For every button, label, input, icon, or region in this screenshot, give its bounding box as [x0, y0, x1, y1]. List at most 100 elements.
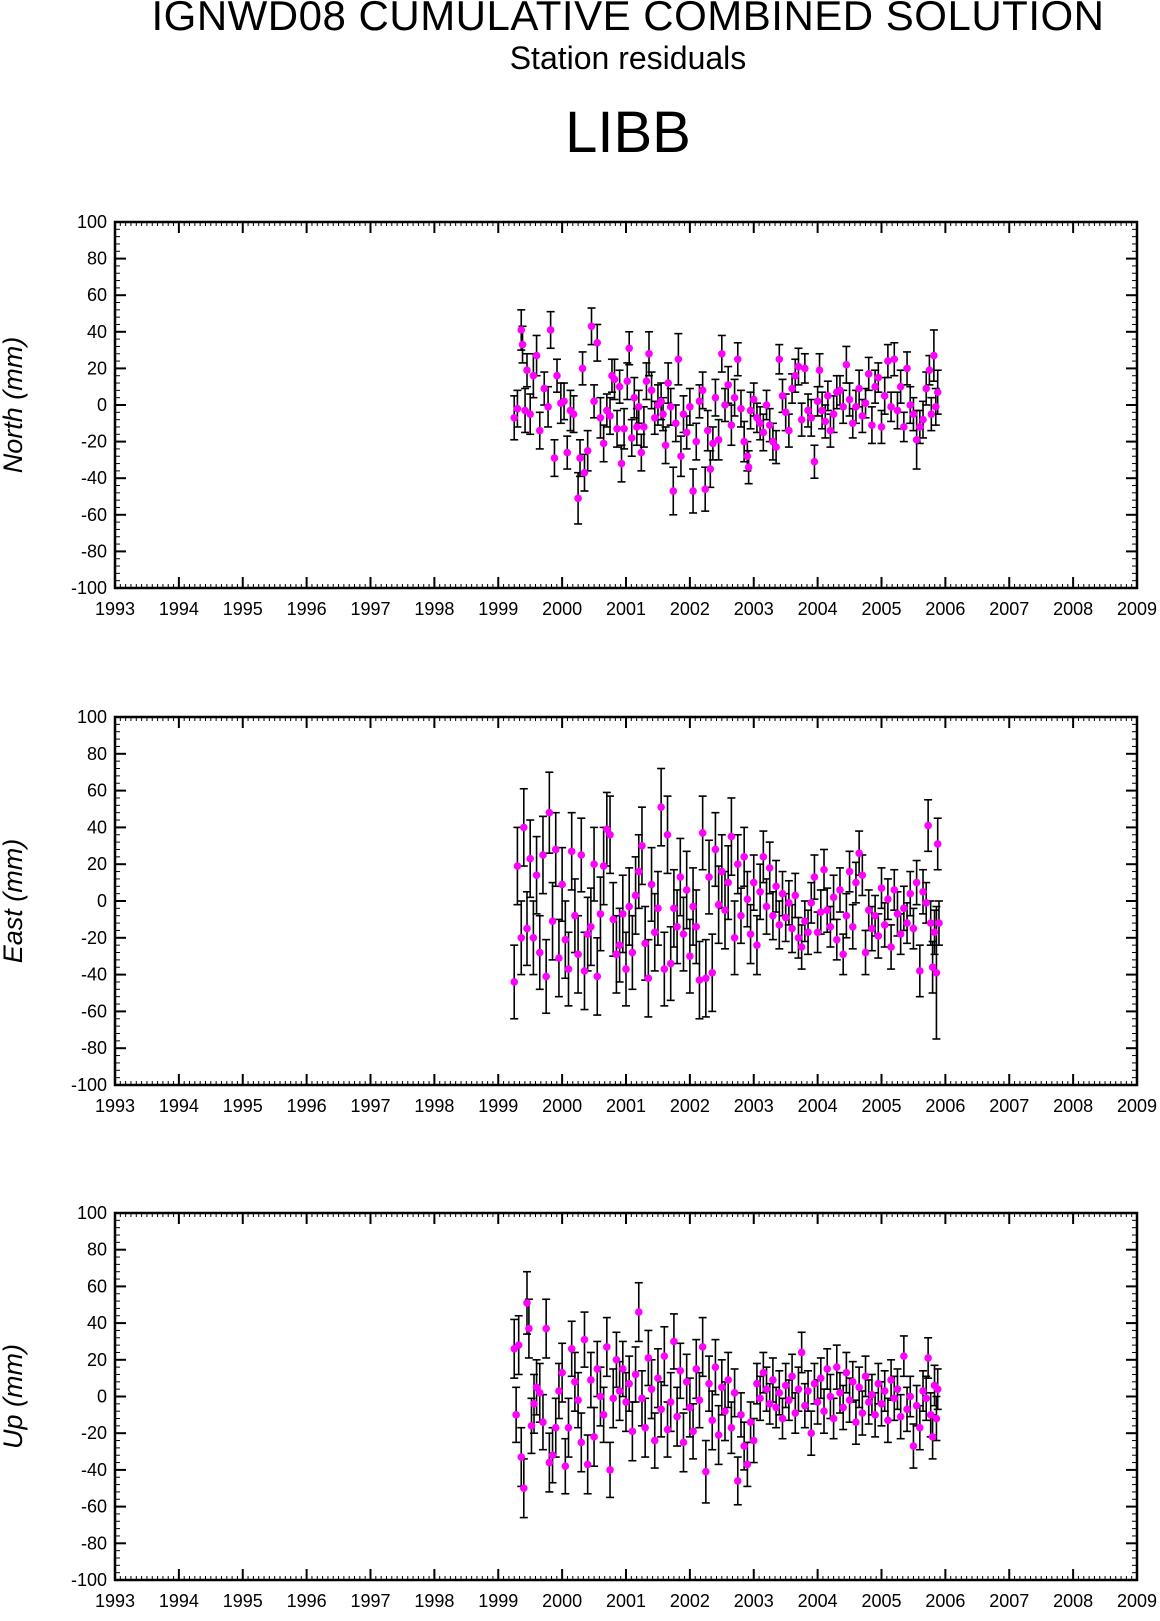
data-point	[510, 978, 519, 986]
data-point	[724, 381, 732, 389]
data-point	[797, 943, 806, 951]
y-tick-label: -40	[81, 1460, 107, 1480]
data-point	[546, 326, 555, 334]
data-point	[778, 889, 787, 898]
data-point	[599, 439, 608, 448]
data-point	[647, 880, 656, 889]
data-point	[551, 1423, 560, 1432]
x-tick-label: 2004	[798, 1096, 838, 1116]
y-tick-label: 40	[87, 817, 107, 837]
data-point	[848, 419, 857, 428]
y-tick-label: 40	[87, 322, 107, 342]
data-point	[545, 808, 554, 817]
data-point	[571, 1378, 579, 1386]
data-point	[641, 939, 649, 948]
data-point	[527, 1422, 536, 1430]
data-point	[612, 950, 621, 959]
data-point	[599, 862, 608, 870]
data-point	[743, 1460, 752, 1469]
data-point	[642, 377, 651, 386]
data-point	[548, 917, 557, 926]
data-point	[919, 1387, 927, 1395]
data-point	[877, 423, 886, 431]
data-point	[813, 397, 822, 406]
data-point	[810, 873, 819, 881]
data-point	[730, 1389, 739, 1397]
data-point	[794, 1385, 803, 1393]
data-point	[769, 437, 777, 446]
data-point	[778, 1414, 787, 1423]
data-point	[871, 1411, 879, 1419]
data-point	[674, 355, 683, 364]
data-point	[587, 922, 595, 931]
data-point	[558, 1368, 566, 1377]
x-tick-label: 1993	[95, 1591, 135, 1611]
data-point	[919, 888, 927, 896]
data-point	[801, 917, 809, 926]
data-point	[721, 906, 729, 914]
data-point	[912, 435, 921, 444]
data-point	[553, 371, 561, 380]
data-point	[695, 1396, 704, 1404]
data-point	[804, 406, 812, 415]
data-point	[644, 974, 653, 983]
data-point	[737, 404, 745, 413]
data-point	[583, 1460, 592, 1469]
data-point	[577, 851, 586, 859]
data-point	[617, 459, 626, 468]
data-point	[721, 401, 729, 409]
data-point	[903, 1405, 911, 1414]
chart-title: IGNWD08 CUMULATIVE COMBINED SOLUTION	[151, 0, 1105, 39]
data-point	[518, 340, 527, 349]
data-point	[698, 829, 707, 837]
data-point	[807, 1429, 816, 1437]
data-point	[615, 941, 624, 949]
data-point	[909, 410, 918, 418]
data-point	[858, 412, 867, 420]
x-tick-label: 2008	[1053, 1096, 1093, 1116]
data-point	[858, 1409, 867, 1417]
data-point	[896, 382, 905, 391]
data-point	[884, 895, 892, 903]
data-point	[836, 1389, 844, 1397]
x-tick-label: 2002	[670, 1591, 710, 1611]
data-point	[623, 377, 632, 386]
data-point	[927, 410, 936, 418]
data-point	[864, 1398, 873, 1406]
data-point	[666, 1398, 675, 1406]
data-point	[836, 886, 844, 894]
data-point	[746, 930, 755, 938]
data-point	[676, 1367, 685, 1375]
data-point	[517, 326, 526, 334]
data-point	[622, 965, 630, 973]
y-tick-label: 0	[97, 395, 107, 415]
data-point	[890, 886, 899, 894]
data-point	[743, 452, 752, 461]
data-point	[756, 1394, 764, 1403]
data-point	[703, 426, 712, 435]
data-point	[714, 435, 723, 444]
x-tick-label: 2003	[734, 1591, 774, 1611]
data-point	[705, 873, 713, 881]
data-point	[535, 948, 544, 957]
x-tick-label: 1997	[350, 1591, 390, 1611]
data-point	[593, 972, 602, 981]
data-point	[804, 1387, 812, 1395]
data-point	[912, 878, 921, 887]
plot-frame	[113, 220, 1139, 590]
x-tick-label: 2003	[734, 599, 774, 619]
data-point	[660, 965, 669, 973]
y-tick-label: 20	[87, 358, 107, 378]
data-point	[727, 832, 736, 841]
x-tick-label: 1996	[287, 1096, 327, 1116]
data-point	[759, 853, 768, 861]
data-point	[930, 928, 939, 937]
data-point	[749, 878, 758, 887]
data-point	[900, 904, 908, 913]
data-point	[864, 906, 873, 914]
data-point	[523, 1299, 531, 1307]
data-point	[718, 1383, 726, 1392]
y-tick-label: -40	[81, 468, 107, 488]
data-point	[603, 1343, 611, 1351]
data-point	[663, 830, 672, 839]
